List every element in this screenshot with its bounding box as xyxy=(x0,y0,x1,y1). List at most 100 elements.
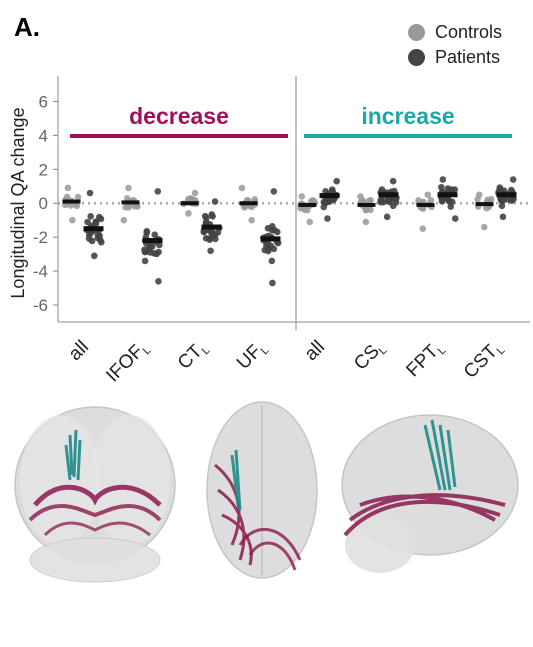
patient-point xyxy=(141,257,149,265)
legend-label-controls: Controls xyxy=(435,22,503,42)
legend-label-patients: Patients xyxy=(435,47,501,67)
controls-mean-bar xyxy=(180,201,199,206)
patient-point xyxy=(264,247,272,255)
patients-mean-bar xyxy=(201,224,222,230)
patient-point xyxy=(499,213,507,221)
x-tick-label: IFOFL xyxy=(102,337,153,388)
patient-point xyxy=(445,197,453,205)
control-point xyxy=(63,193,71,201)
patient-point xyxy=(95,213,103,221)
brain-side-view xyxy=(341,414,519,573)
patient-point xyxy=(438,198,446,205)
legend-item-controls: Controls xyxy=(408,20,502,45)
y-tick-label: 4 xyxy=(39,126,48,145)
patient-point xyxy=(209,212,216,220)
control-point xyxy=(238,184,246,192)
patient-point xyxy=(496,186,503,194)
control-point xyxy=(301,206,309,214)
controls-mean-bar xyxy=(475,202,494,207)
controls-mean-bar xyxy=(416,202,435,207)
patient-point xyxy=(87,213,94,220)
control-point xyxy=(365,197,373,205)
control-point xyxy=(483,204,490,212)
legend-item-patients: Patients xyxy=(408,45,502,70)
x-tick-label: UFL xyxy=(233,337,272,376)
patient-point xyxy=(274,239,282,247)
patient-point xyxy=(212,235,219,243)
control-point xyxy=(131,202,138,210)
patient-point xyxy=(270,188,278,195)
patient-point xyxy=(94,231,102,239)
patient-point xyxy=(509,176,517,183)
patient-point xyxy=(146,245,153,253)
controls-mean-bar xyxy=(121,200,140,205)
patient-point xyxy=(85,231,93,239)
patient-point xyxy=(88,237,96,245)
patient-point xyxy=(383,213,391,221)
patient-point xyxy=(156,241,163,249)
patient-point xyxy=(269,279,276,287)
control-point xyxy=(191,189,199,197)
control-point xyxy=(306,218,314,226)
control-point xyxy=(185,210,192,217)
patient-point xyxy=(439,176,447,183)
x-tick-label: CTL xyxy=(174,337,213,376)
y-tick-label: 2 xyxy=(39,160,48,179)
control-point xyxy=(424,191,432,199)
brain-top-view xyxy=(206,401,318,579)
patient-point xyxy=(211,198,219,205)
control-point xyxy=(415,197,422,204)
patient-point xyxy=(155,277,162,285)
x-tick-label: FPTL xyxy=(402,337,448,383)
control-point xyxy=(64,184,72,192)
patient-point xyxy=(91,252,98,260)
x-tick-label: all xyxy=(65,337,93,365)
patient-point xyxy=(273,228,281,236)
patient-point xyxy=(329,196,337,204)
patient-point xyxy=(510,195,517,203)
patient-point xyxy=(444,185,452,192)
patient-point xyxy=(267,242,275,250)
patient-point xyxy=(498,202,506,210)
group-label-increase: increase xyxy=(361,103,454,129)
patients-mean-bar xyxy=(319,193,340,199)
patient-point xyxy=(386,198,393,206)
patient-point xyxy=(92,218,100,226)
patients-dot-icon xyxy=(408,49,425,66)
patients-mean-bar xyxy=(378,192,399,198)
control-point xyxy=(67,202,75,209)
control-point xyxy=(125,184,132,192)
patient-point xyxy=(497,195,505,203)
controls-dot-icon xyxy=(408,24,425,41)
y-tick-label: 0 xyxy=(39,194,48,213)
patient-point xyxy=(451,215,459,222)
y-tick-label: 6 xyxy=(39,92,48,111)
brain-front-view xyxy=(14,406,176,583)
x-tick-label: all xyxy=(301,337,329,365)
patient-point xyxy=(333,177,340,185)
control-point xyxy=(123,195,131,202)
brain-renderings xyxy=(14,401,519,583)
control-point xyxy=(298,193,306,200)
control-point xyxy=(74,193,82,201)
control-point xyxy=(122,203,129,211)
patients-mean-bar xyxy=(83,226,104,232)
patient-point xyxy=(329,188,336,195)
patient-point xyxy=(324,215,331,222)
control-point xyxy=(487,195,495,203)
patients-mean-bar xyxy=(437,192,458,198)
control-point xyxy=(248,216,255,224)
patient-point xyxy=(201,212,209,220)
legend: Controls Patients xyxy=(408,20,502,70)
patient-point xyxy=(377,198,385,206)
control-point xyxy=(69,216,76,224)
patient-point xyxy=(154,188,162,195)
y-axis-label: Longitudinal QA change xyxy=(8,107,28,298)
group-label-decrease: decrease xyxy=(129,103,229,129)
controls-mean-bar xyxy=(298,202,317,207)
control-point xyxy=(359,197,367,204)
panel-label: A. xyxy=(14,12,40,42)
control-point xyxy=(419,225,427,232)
y-tick-label: -6 xyxy=(33,296,48,315)
x-tick-label: CSL xyxy=(350,337,389,376)
